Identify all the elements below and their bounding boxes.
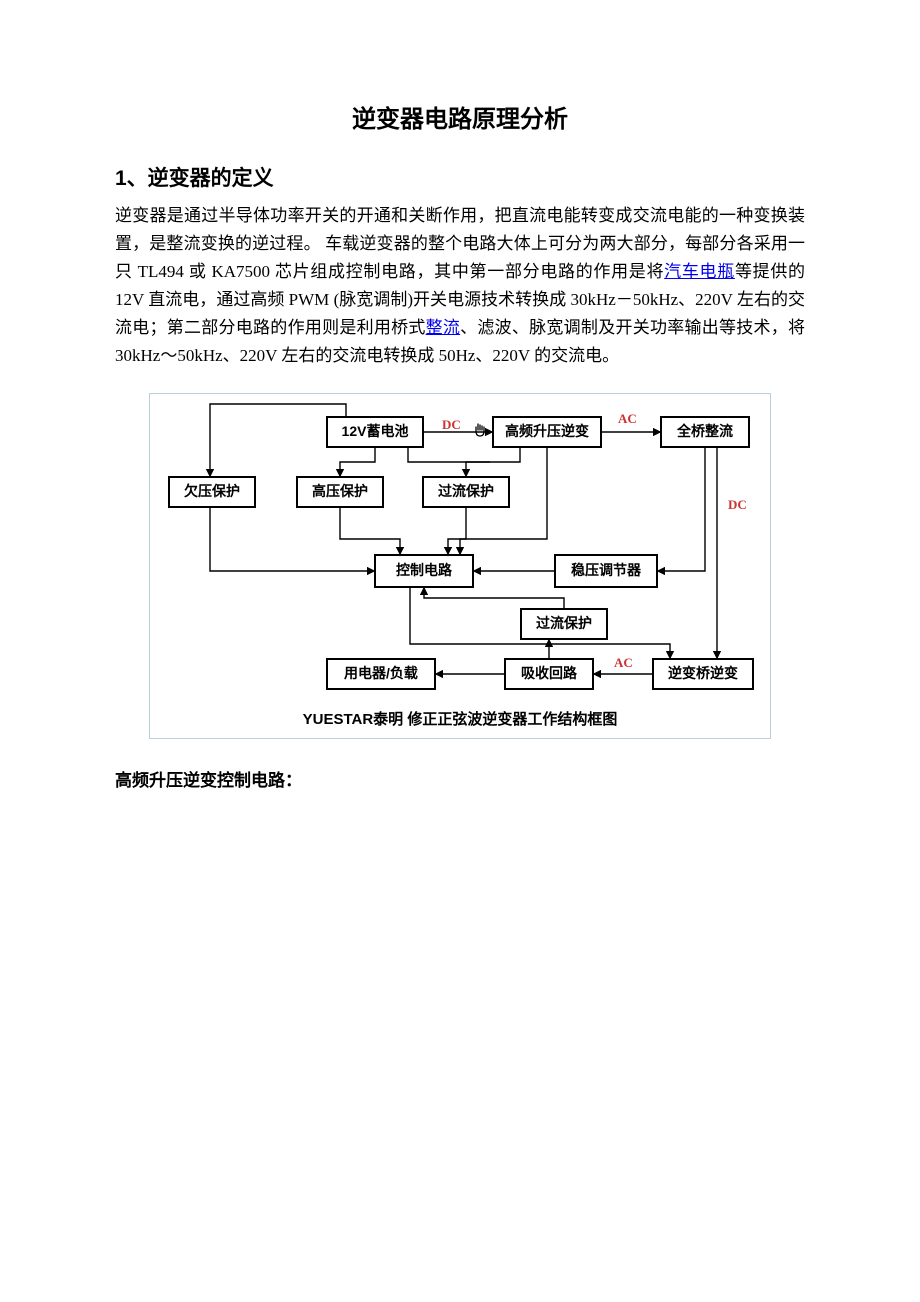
node-load: 用电器/负载	[326, 658, 436, 690]
edge-label: AC	[618, 408, 637, 429]
node-undervolt: 欠压保护	[168, 476, 256, 508]
page-title: 逆变器电路原理分析	[115, 100, 805, 140]
node-hfboost: 高频升压逆变	[492, 416, 602, 448]
edge-label: DC	[442, 414, 461, 435]
node-overcur1: 过流保护	[422, 476, 510, 508]
section-1-heading: 1、逆变器的定义	[115, 162, 805, 197]
node-vreg: 稳压调节器	[554, 554, 658, 588]
hand-cursor-icon	[472, 422, 492, 442]
edge-label: AC	[614, 652, 633, 673]
section-1-body: 逆变器是通过半导体功率开关的开通和关断作用，把直流电能转变成交流电能的一种变换装…	[115, 202, 805, 370]
link-car-battery[interactable]: 汽车电瓶	[664, 262, 735, 281]
link-rectify[interactable]: 整流	[426, 318, 461, 337]
subheading-hf-boost: 高频升压逆变控制电路：	[115, 767, 805, 795]
node-battery: 12V蓄电池	[326, 416, 424, 448]
node-invbridge: 逆变桥逆变	[652, 658, 754, 690]
inverter-block-diagram: 12V蓄电池高频升压逆变全桥整流欠压保护高压保护过流保护控制电路稳压调节器过流保…	[149, 393, 771, 739]
node-overvolt: 高压保护	[296, 476, 384, 508]
node-ctrl: 控制电路	[374, 554, 474, 588]
edge-label: DC	[728, 494, 747, 515]
diagram-container: 12V蓄电池高频升压逆变全桥整流欠压保护高压保护过流保护控制电路稳压调节器过流保…	[115, 393, 805, 739]
node-bridge: 全桥整流	[660, 416, 750, 448]
node-overcur2: 过流保护	[520, 608, 608, 640]
node-absorb: 吸收回路	[504, 658, 594, 690]
diagram-caption: YUESTAR泰明 修正正弦波逆变器工作结构框图	[150, 708, 770, 733]
